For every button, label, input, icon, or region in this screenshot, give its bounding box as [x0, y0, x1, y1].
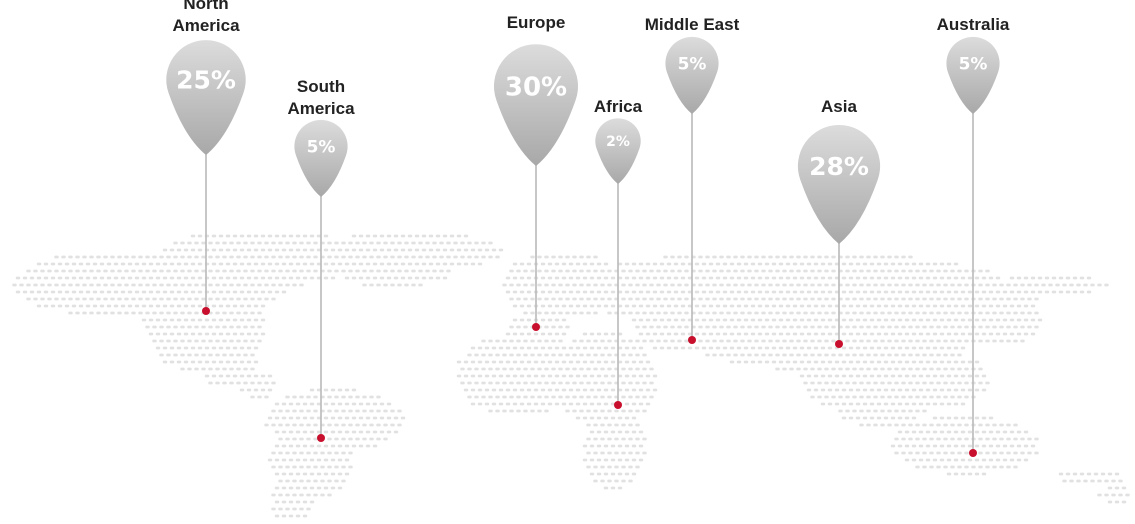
pin-lines [205, 112, 974, 453]
pin-marker-middle-east [665, 36, 719, 114]
pin-value-africa: 2% [606, 134, 630, 150]
pin-value-asia: 28% [809, 152, 869, 181]
region-label-south-america-line-1: South [297, 77, 345, 96]
region-label-north-america-line-1: North [183, 0, 228, 13]
pin-marker-africa [595, 118, 641, 184]
pin-marker-australia [946, 36, 1000, 114]
anchor-dot-australia [969, 449, 977, 457]
region-label-south-america-line-2: America [287, 99, 355, 118]
anchor-dot-north-america [202, 307, 210, 315]
anchor-dot-europe [532, 323, 540, 331]
region-label-asia: Asia [821, 97, 857, 116]
pin-value-europe: 30% [505, 73, 567, 103]
pin-value-north-america: 25% [176, 66, 236, 95]
anchor-dot-south-america [317, 434, 325, 442]
region-pins: 25% 5% 30% 2% 5% 28% 5% [166, 36, 1000, 457]
region-labels: North America South America Europe Africa Midd… [172, 0, 1009, 118]
pin-marker-europe [494, 44, 578, 167]
region-label-europe: Europe [507, 13, 566, 32]
pin-marker-north-america [166, 40, 246, 155]
anchor-dot-middle-east [688, 336, 696, 344]
pin-value-south-america: 5% [307, 138, 336, 158]
pin-marker-asia [797, 124, 881, 244]
pin-value-australia: 5% [959, 55, 988, 75]
region-label-middle-east: Middle East [645, 15, 740, 34]
region-label-africa: Africa [594, 97, 643, 116]
region-label-australia: Australia [937, 15, 1010, 34]
dotted-world-map [12, 234, 1130, 518]
pin-value-middle-east: 5% [678, 55, 707, 75]
pin-marker-south-america [294, 119, 348, 197]
anchor-dot-asia [835, 340, 843, 348]
anchor-dot-africa [614, 401, 622, 409]
region-label-north-america-line-2: America [172, 16, 240, 35]
